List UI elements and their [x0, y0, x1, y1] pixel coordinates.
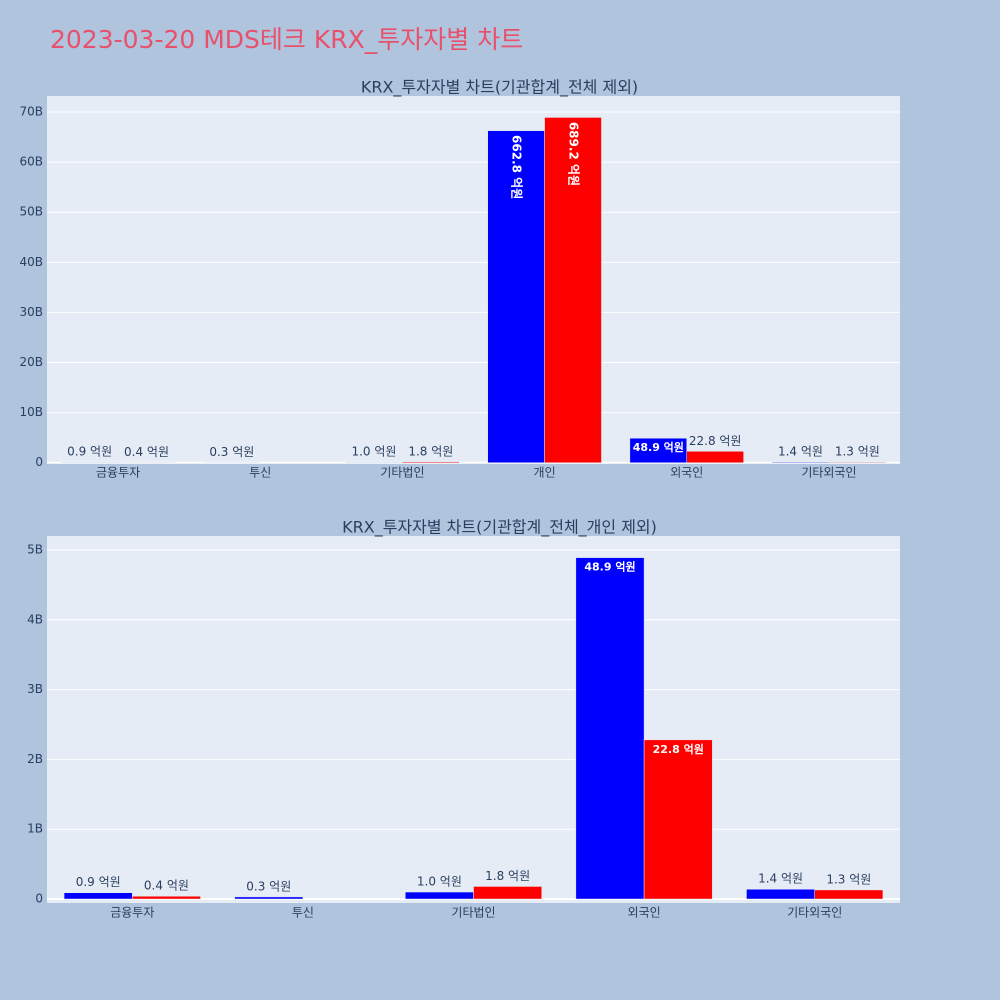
bar: [402, 461, 460, 463]
x-tick-label: 투신: [249, 466, 271, 480]
y-tick-label: 50B: [19, 205, 43, 219]
bar: [473, 886, 542, 900]
data-label: 1.4 억원: [758, 872, 803, 886]
bar: [643, 739, 713, 900]
data-label: 48.9 억원: [584, 560, 635, 574]
data-label: 1.8 억원: [485, 869, 530, 883]
x-tick-label: 기타외국인: [787, 906, 842, 920]
x-tick-label: 외국인: [628, 906, 661, 920]
data-label: 48.9 억원: [633, 440, 684, 454]
data-label: 0.3 억원: [246, 879, 291, 893]
chart-title: KRX_투자자별 차트(기관합계_전체 제외): [361, 78, 638, 98]
data-label: 1.8 억원: [408, 444, 453, 458]
data-label: 662.8 억원: [510, 135, 524, 199]
y-tick-label: 70B: [19, 105, 43, 119]
y-tick-label: 40B: [19, 255, 43, 269]
bar: [828, 461, 887, 463]
plot-area: [47, 96, 900, 463]
y-tick-label: 20B: [19, 355, 43, 369]
bar: [575, 557, 645, 900]
data-label: 0.3 억원: [209, 445, 254, 459]
x-tick-label: 기타법인: [451, 906, 495, 920]
bar: [487, 130, 545, 463]
data-label: 1.3 억원: [835, 445, 880, 459]
y-tick-label: 3B: [27, 682, 43, 696]
data-label: 0.9 억원: [67, 445, 112, 459]
bar: [405, 891, 474, 900]
bar: [234, 896, 304, 900]
data-label: 1.3 억원: [826, 872, 871, 886]
bar: [629, 437, 688, 463]
bar: [63, 892, 133, 900]
y-tick-label: 4B: [27, 612, 43, 626]
y-tick-label: 5B: [27, 542, 43, 556]
bar: [771, 461, 830, 463]
data-label: 22.8 억원: [653, 742, 704, 756]
data-label: 0.9 억원: [76, 875, 121, 889]
x-tick-label: 기타외국인: [801, 466, 856, 480]
y-tick-label: 10B: [19, 405, 43, 419]
y-tick-label: 60B: [19, 155, 43, 169]
x-tick-label: 금융투자: [96, 466, 140, 480]
bar: [132, 895, 201, 900]
bar: [686, 451, 744, 463]
data-label: 1.0 억원: [351, 445, 396, 459]
bar: [746, 888, 815, 900]
x-tick-label: 개인: [534, 466, 556, 480]
data-label: 0.4 억원: [124, 445, 169, 459]
y-tick-label: 1B: [27, 822, 43, 836]
x-tick-label: 투신: [292, 906, 314, 920]
data-label: 0.4 억원: [144, 879, 189, 893]
y-tick-label: 0: [35, 455, 43, 469]
data-label: 1.4 억원: [778, 444, 823, 458]
x-tick-label: 외국인: [670, 466, 703, 480]
data-label: 689.2 억원: [567, 122, 581, 186]
bar: [544, 117, 602, 463]
y-tick-label: 2B: [27, 752, 43, 766]
data-label: 22.8 억원: [689, 434, 742, 448]
plot-area: [47, 536, 900, 903]
page-title: 2023-03-20 MDS테크 KRX_투자자별 차트: [50, 25, 523, 54]
data-label: 1.0 억원: [417, 875, 462, 889]
y-tick-label: 0: [35, 892, 43, 906]
chart-title: KRX_투자자별 차트(기관합계_전체_개인 제외): [342, 518, 657, 538]
bar: [345, 461, 403, 463]
bar: [814, 889, 884, 900]
x-tick-label: 기타법인: [380, 466, 424, 480]
y-tick-label: 30B: [19, 305, 43, 319]
x-tick-label: 금융투자: [110, 906, 154, 920]
